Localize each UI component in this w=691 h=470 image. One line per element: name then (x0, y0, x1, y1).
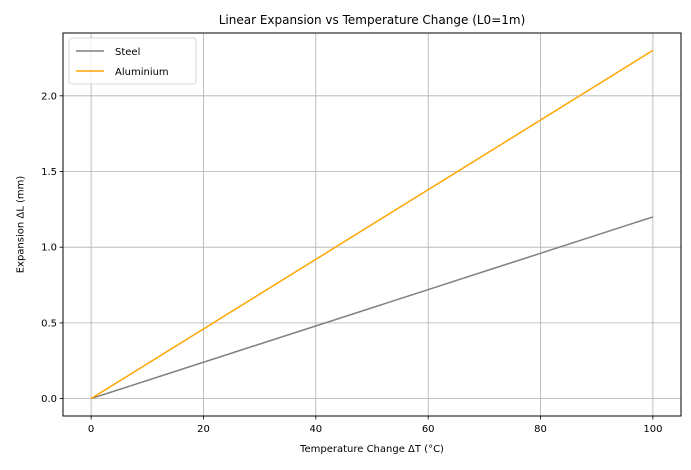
legend: Steel Aluminium (68, 37, 197, 85)
y-tick-label: 1.0 (41, 243, 57, 254)
x-tick-label: 100 (643, 424, 662, 435)
x-tick-label: 80 (534, 424, 547, 435)
y-tick-label: 0.0 (41, 394, 57, 405)
grid (63, 33, 681, 416)
chart-title: Linear Expansion vs Temperature Change (… (219, 13, 526, 27)
legend-label-aluminium: Aluminium (115, 67, 169, 78)
series-lines (90, 49, 654, 400)
x-tick-label: 20 (197, 424, 210, 435)
legend-box (68, 37, 197, 85)
axes-frame (62, 32, 682, 417)
y-axis-label: Expansion ΔL (mm) (16, 176, 27, 274)
x-tick-label: 40 (309, 424, 322, 435)
x-axis-label: Temperature Change ΔT (°C) (299, 444, 444, 455)
series-line-steel (90, 216, 654, 400)
y-tick-label: 0.5 (41, 318, 57, 329)
y-tick-label: 2.0 (41, 91, 57, 102)
legend-label-steel: Steel (115, 47, 140, 58)
y-tick-label: 1.5 (41, 167, 57, 178)
x-tick-label: 60 (422, 424, 435, 435)
y-axis-ticks: 0.0 0.5 1.0 1.5 2.0 (41, 91, 63, 405)
x-tick-label: 0 (88, 424, 94, 435)
series-line-aluminium (90, 49, 654, 400)
x-axis-ticks: 0 20 40 60 80 100 (88, 416, 662, 435)
